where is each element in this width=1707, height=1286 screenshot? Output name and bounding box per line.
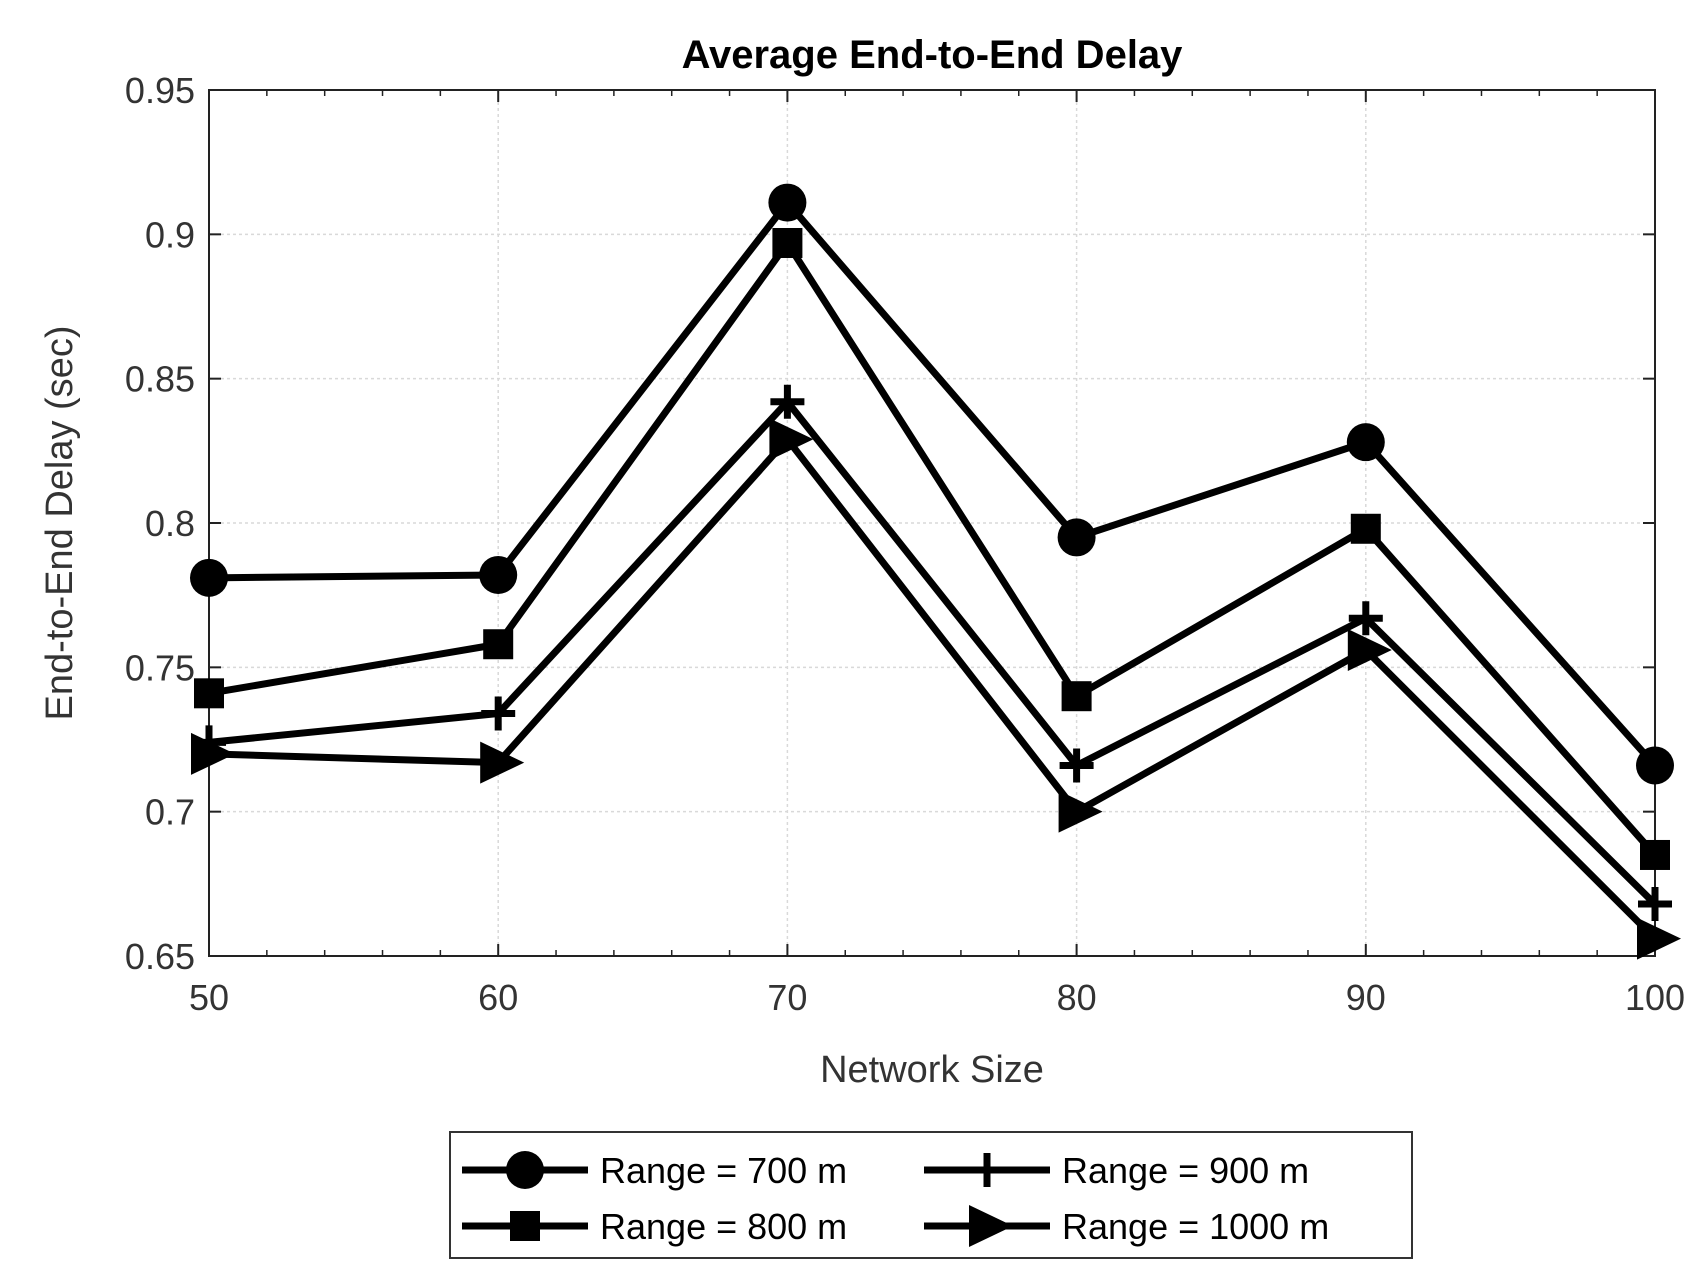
- data-point: [1637, 917, 1681, 960]
- x-axis-label: Network Size: [820, 1049, 1044, 1091]
- series-line: [208, 197, 1658, 768]
- data-point: [772, 227, 803, 258]
- legend-item: Range = 700 m: [462, 1150, 847, 1191]
- y-tick-label: 0.85: [125, 359, 195, 400]
- data-point: [1636, 746, 1674, 785]
- y-tick-label: 0.75: [125, 647, 195, 688]
- y-tick-label: 0.9: [145, 214, 195, 255]
- y-axis-label: End-to-End Delay (sec): [39, 326, 81, 721]
- legend-label: Range = 900 m: [1062, 1150, 1309, 1191]
- series-line: [208, 236, 1658, 858]
- data-point: [194, 678, 224, 709]
- x-tick-label: 70: [767, 977, 807, 1018]
- y-tick-label: 0.8: [145, 503, 195, 544]
- series-line: [208, 396, 1658, 907]
- data-point: [768, 183, 807, 222]
- x-axis: 50 60 70 80 90 100: [189, 90, 1685, 1018]
- chart-title: Average End-to-End Delay: [682, 33, 1184, 77]
- legend-marker: [506, 1151, 544, 1189]
- legend-marker: [510, 1211, 540, 1241]
- data-point: [480, 741, 525, 784]
- y-axis: 0.65 0.7 0.75 0.8 0.85 0.9 0.95: [125, 70, 1655, 977]
- legend-item: Range = 1000 m: [924, 1205, 1329, 1247]
- legend-item: Range = 800 m: [462, 1206, 847, 1247]
- y-tick-label: 0.65: [125, 936, 195, 977]
- series-group: [190, 183, 1681, 960]
- legend-label: Range = 800 m: [600, 1206, 847, 1247]
- legend: Range = 700 m Range = 800 m Range = 900 m R…: [449, 1131, 1413, 1259]
- legend-label: Range = 700 m: [600, 1150, 847, 1191]
- data-point: [1638, 887, 1672, 922]
- series-triangle-right: [191, 418, 1681, 960]
- data-point: [1057, 518, 1096, 557]
- legend-label: Range = 1000 m: [1062, 1206, 1329, 1247]
- data-point: [190, 558, 228, 597]
- legend-item: Range = 900 m: [924, 1150, 1309, 1191]
- data-point: [1061, 681, 1092, 712]
- data-point: [1347, 629, 1392, 672]
- series-line: [208, 433, 1658, 942]
- series-circle: [190, 183, 1674, 785]
- x-tick-label: 80: [1057, 977, 1097, 1018]
- data-point: [1059, 748, 1094, 783]
- legend-marker: [970, 1153, 1004, 1187]
- series-square: [194, 227, 1670, 870]
- legend-box: [449, 1131, 1413, 1259]
- x-tick-label: 60: [478, 977, 518, 1018]
- data-point: [770, 384, 805, 419]
- x-tick-label: 100: [1625, 977, 1685, 1018]
- data-point: [479, 555, 518, 594]
- data-point: [1346, 423, 1385, 462]
- data-point: [1350, 513, 1381, 544]
- y-tick-label: 0.95: [125, 70, 195, 111]
- data-point: [1058, 790, 1103, 833]
- legend-marker: [969, 1205, 1013, 1247]
- data-point: [481, 696, 516, 731]
- data-point: [191, 732, 235, 775]
- data-point: [769, 418, 814, 461]
- data-point: [1348, 601, 1383, 636]
- data-point: [483, 629, 514, 660]
- x-tick-label: 90: [1346, 977, 1386, 1018]
- data-point: [1640, 839, 1670, 870]
- x-tick-label: 50: [189, 977, 229, 1018]
- y-tick-label: 0.7: [145, 792, 195, 833]
